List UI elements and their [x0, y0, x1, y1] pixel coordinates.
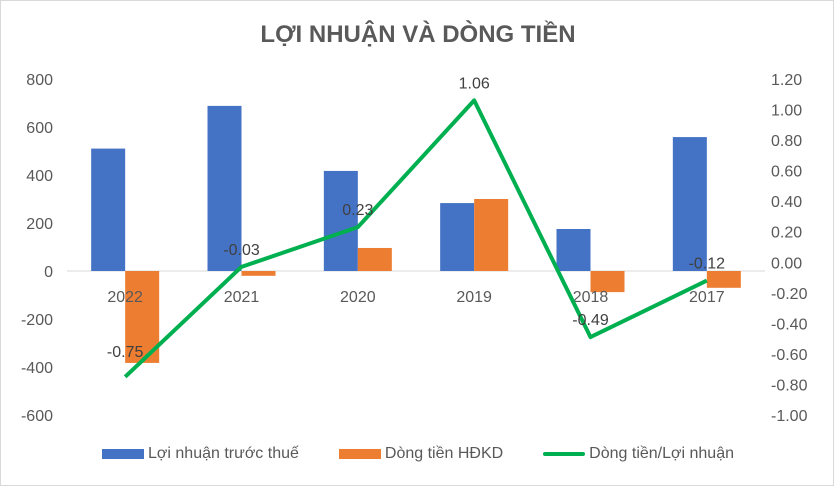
ratio-line: [123, 98, 708, 379]
left-axis-tick: -200: [21, 312, 53, 329]
ratio-data-label: -0.49: [572, 312, 609, 329]
category-label: 2022: [107, 289, 143, 306]
right-axis-tick: -1.00: [771, 408, 808, 425]
left-axis-tick: 600: [26, 120, 53, 137]
legend-label: Dòng tiền/Lợi nhuận: [589, 445, 734, 462]
chart-title: LỢI NHUẬN VÀ DÒNG TIỀN: [260, 21, 576, 48]
ratio-data-label: -0.12: [689, 256, 726, 273]
legend: Lợi nhuận trước thuế Dòng tiền HĐKD Dòng…: [1, 445, 834, 463]
profit-bar: [207, 105, 242, 271]
legend-label: Dòng tiền HĐKD: [384, 445, 504, 462]
left-axis-tick: 400: [26, 168, 53, 185]
right-axis-tick: 0.00: [771, 255, 802, 272]
ratio-data-label: 0.23: [342, 202, 373, 219]
right-axis-tick: -0.80: [771, 377, 808, 394]
profit-bar: [556, 229, 591, 271]
category-label: 2017: [689, 289, 725, 306]
right-axis-tick: 1.20: [771, 72, 802, 89]
legend-item-profit: Lợi nhuận trước thuế: [102, 445, 299, 463]
legend-swatch: [543, 452, 586, 456]
ratio-data-label: 1.06: [459, 75, 490, 92]
cashflow-bar: [706, 271, 741, 288]
left-axis-tick: 0: [44, 264, 53, 281]
right-axis-tick: 0.40: [771, 194, 802, 211]
legend-item-ratio: Dòng tiền/Lợi nhuận: [543, 445, 734, 463]
profit-bar: [323, 170, 358, 271]
cashflow-bar: [590, 271, 625, 293]
category-label: 2021: [224, 289, 260, 306]
ratio-data-label: -0.03: [223, 242, 260, 259]
left-axis-tick: 200: [26, 216, 53, 233]
left-axis-tick: -400: [21, 360, 53, 377]
legend-item-cashflow: Dòng tiền HĐKD: [338, 445, 504, 463]
cashflow-bar: [357, 247, 392, 271]
profit-bar: [91, 148, 126, 271]
right-axis-tick: 0.60: [771, 164, 802, 181]
right-axis-tick: 1.00: [771, 103, 802, 120]
right-axis-tick: -0.60: [771, 347, 808, 364]
left-axis-tick: 800: [26, 72, 53, 89]
category-label: 2019: [456, 289, 492, 306]
profit-bar: [672, 137, 707, 271]
legend-swatch: [102, 449, 144, 459]
right-axis-tick: -0.20: [771, 286, 808, 303]
category-label: 2018: [573, 289, 609, 306]
right-axis-tick: -0.40: [771, 316, 808, 333]
cashflow-bar: [474, 199, 509, 271]
legend-label: Lợi nhuận trước thuế: [148, 445, 299, 462]
left-axis-tick: -600: [21, 408, 53, 425]
category-label: 2020: [340, 289, 376, 306]
profit-bar: [440, 203, 475, 271]
right-axis-tick: 0.80: [771, 133, 802, 150]
ratio-data-label: -0.75: [107, 344, 144, 361]
cashflow-bar: [241, 271, 276, 276]
right-axis-tick: 0.20: [771, 225, 802, 242]
legend-swatch: [338, 449, 381, 459]
